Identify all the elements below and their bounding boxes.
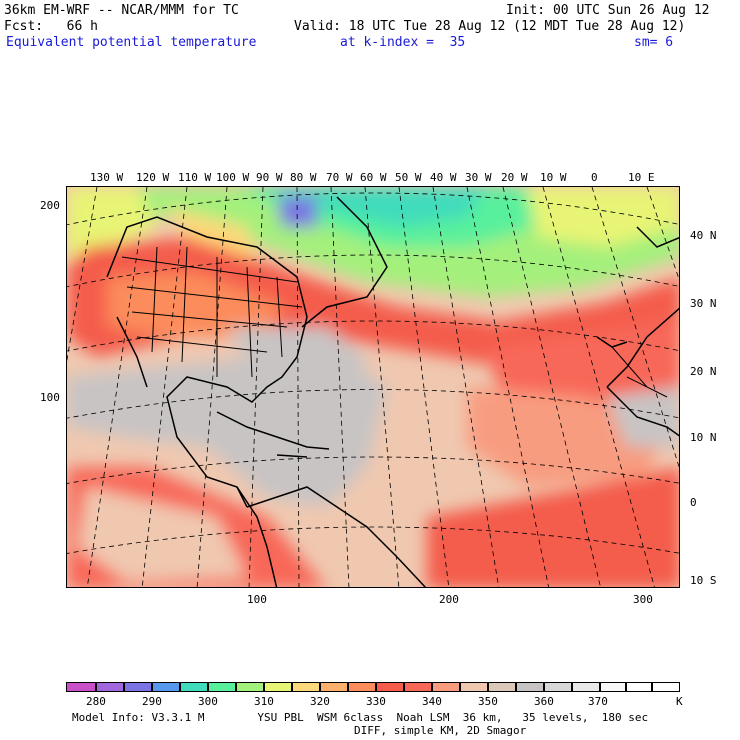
colorbar-swatch [124, 682, 152, 692]
colorbar-tick: 360 [534, 695, 554, 708]
colorbar-swatch [236, 682, 264, 692]
colorbar-tick: 310 [254, 695, 274, 708]
colorbar-tick: 280 [86, 695, 106, 708]
grid-y-label: 100 [40, 391, 60, 404]
colorbar-swatch [208, 682, 236, 692]
colorbar-tick: 350 [478, 695, 498, 708]
lat-label: 30 N [690, 297, 717, 310]
lon-label: 30 W [465, 171, 492, 184]
lon-label: 110 W [178, 171, 212, 184]
colorbar-tick: 300 [198, 695, 218, 708]
colorbar-swatch [488, 682, 516, 692]
color-fill-field [67, 187, 679, 587]
lat-label: 0 [690, 496, 697, 509]
lon-label: 20 W [501, 171, 528, 184]
colorbar-swatch [404, 682, 432, 692]
colorbar-tick: 370 [588, 695, 608, 708]
lon-label: 10 E [628, 171, 655, 184]
forecast-hour: Fcst: 66 h [4, 19, 98, 34]
lon-label: 60 W [360, 171, 387, 184]
lon-label: 120 W [136, 171, 170, 184]
colorbar-swatch [376, 682, 404, 692]
colorbar-tick: 330 [366, 695, 386, 708]
grid-y-label: 200 [40, 199, 60, 212]
grid-x-label: 200 [439, 593, 459, 606]
colorbar-swatch [292, 682, 320, 692]
colorbar-swatch [432, 682, 460, 692]
lon-label: 0 [591, 171, 598, 184]
lon-label: 70 W [326, 171, 353, 184]
lon-label: 90 W [256, 171, 283, 184]
init-time: Init: 00 UTC Sun 26 Aug 12 [506, 3, 710, 18]
colorbar-tick: 320 [310, 695, 330, 708]
colorbar-swatch [96, 682, 124, 692]
smoothing: sm= 6 [634, 35, 674, 50]
colorbar-swatch [320, 682, 348, 692]
lon-label: 10 W [540, 171, 567, 184]
map-panel [66, 186, 680, 588]
colorbar-swatch [264, 682, 292, 692]
colorbar-swatch [572, 682, 600, 692]
field-name: Equivalent potential temperature [6, 35, 257, 50]
model-info: Model Info: V3.3.1 M YSU PBL WSM 6class … [72, 711, 649, 724]
lon-label: 130 W [90, 171, 124, 184]
lon-label: 100 W [216, 171, 250, 184]
colorbar-swatch [544, 682, 572, 692]
grid-x-label: 100 [247, 593, 267, 606]
colorbar-swatch [652, 682, 680, 692]
colorbar-tick: 290 [142, 695, 162, 708]
colorbar-swatch [626, 682, 652, 692]
lat-label: 40 N [690, 229, 717, 242]
theta-e-field-map [67, 187, 679, 587]
model-title: 36km EM-WRF -- NCAR/MMM for TC [4, 3, 239, 18]
colorbar-tick: 340 [422, 695, 442, 708]
model-info-diffusion: DIFF, simple KM, 2D Smagor [354, 724, 527, 737]
colorbar-swatch [516, 682, 544, 692]
colorbar-swatch [66, 682, 96, 692]
colorbar-swatch [460, 682, 488, 692]
lon-label: 40 W [430, 171, 457, 184]
grid-x-label: 300 [633, 593, 653, 606]
lon-label: 80 W [290, 171, 317, 184]
colorbar-swatch [348, 682, 376, 692]
valid-time: Valid: 18 UTC Tue 28 Aug 12 (12 MDT Tue … [294, 19, 686, 34]
lat-label: 20 N [690, 365, 717, 378]
lon-label: 50 W [395, 171, 422, 184]
colorbar-unit: K [676, 695, 683, 708]
lat-label: 10 S [690, 574, 717, 587]
lat-label: 10 N [690, 431, 717, 444]
colorbar-swatch [152, 682, 180, 692]
coastlines [106, 196, 679, 587]
level-index: at k-index = 35 [340, 35, 466, 50]
colorbar-swatch [180, 682, 208, 692]
graticule [67, 187, 679, 587]
political-boundaries [121, 246, 668, 398]
colorbar-swatch [600, 682, 626, 692]
